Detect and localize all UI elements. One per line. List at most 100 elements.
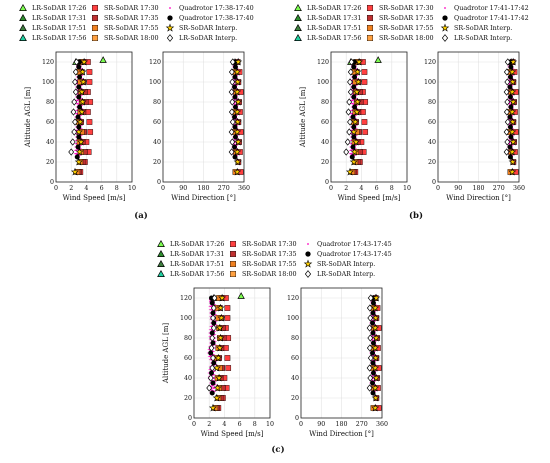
data-point xyxy=(78,97,87,106)
data-point xyxy=(209,370,214,376)
data-point xyxy=(76,124,82,130)
data-point xyxy=(71,98,78,106)
data-point xyxy=(354,77,363,86)
x-tick-label: 2 xyxy=(207,421,211,428)
legend-lr-marker xyxy=(19,13,27,21)
data-point xyxy=(225,365,232,371)
y-tick-label: 100 xyxy=(42,79,54,86)
legend-label: Quadrotor 17:41-17:42 xyxy=(454,4,529,12)
legend-label: LR-SoDAR 17:26 xyxy=(32,4,86,12)
data-point xyxy=(216,333,225,342)
y-tick-label: 0 xyxy=(188,415,192,422)
data-point xyxy=(75,147,84,156)
data-point xyxy=(212,393,221,402)
y-tick-label: 40 xyxy=(184,375,192,382)
data-point xyxy=(370,360,376,366)
y-tick-label: 80 xyxy=(291,335,299,342)
data-point xyxy=(232,64,238,70)
data-point xyxy=(208,403,218,412)
data-point xyxy=(350,144,356,150)
x-axis-label: Wind Speed [m/s] xyxy=(338,194,401,202)
data-point xyxy=(371,343,380,352)
data-point xyxy=(77,74,83,80)
data-point xyxy=(79,77,88,86)
data-point xyxy=(73,58,80,66)
wind-direction-axes: 0 90 180 270 360 0 20 40 60 80 100 120 Wind Directio… xyxy=(287,287,388,438)
y-tick-label: 120 xyxy=(149,59,161,66)
data-point xyxy=(234,97,243,106)
x-tick-label: 270 xyxy=(356,421,368,428)
data-point xyxy=(214,353,223,362)
data-point xyxy=(350,147,359,156)
legend-marker xyxy=(167,15,173,21)
legend-sr-marker xyxy=(366,34,374,42)
data-point xyxy=(75,144,81,150)
data-point xyxy=(509,137,518,146)
x-tick-label: 0 xyxy=(161,185,165,192)
x-tick-label: 0 xyxy=(192,421,196,428)
data-point xyxy=(366,324,373,332)
y-tick-label: 60 xyxy=(153,119,161,126)
data-point xyxy=(224,315,231,321)
data-point xyxy=(228,148,235,156)
data-point xyxy=(74,127,83,136)
data-point xyxy=(345,167,355,176)
legend-label: SR-SoDAR 17:35 xyxy=(379,14,434,22)
legend-marker xyxy=(441,34,449,42)
data-point xyxy=(508,117,517,126)
data-point xyxy=(355,57,364,66)
legend-label: Quadrotor 17:43-17:45 xyxy=(317,240,392,248)
data-point xyxy=(76,117,85,126)
data-point xyxy=(233,107,242,116)
data-point xyxy=(232,154,238,160)
data-point xyxy=(508,87,517,96)
data-point xyxy=(361,119,368,125)
legend-sr-marker xyxy=(229,260,237,268)
legend-label: LR-SoDAR 17:31 xyxy=(307,14,361,22)
x-axis-label: Wind Speed [m/s] xyxy=(63,194,126,202)
data-point xyxy=(214,373,224,382)
data-point xyxy=(367,294,374,302)
legend-lr-marker xyxy=(157,239,165,247)
panel-caption: (c) xyxy=(271,444,284,455)
data-point xyxy=(345,108,352,116)
data-point xyxy=(508,107,517,116)
data-point xyxy=(507,124,513,130)
y-tick-label: 100 xyxy=(317,79,329,86)
x-tick-label: 6 xyxy=(238,421,242,428)
y-tick-label: 0 xyxy=(325,179,329,186)
data-point xyxy=(352,107,361,116)
x-tick-label: 0 xyxy=(436,185,440,192)
data-point xyxy=(233,87,242,96)
data-point xyxy=(209,300,215,306)
y-tick-label: 120 xyxy=(180,295,192,302)
data-point xyxy=(76,134,82,140)
data-point xyxy=(217,313,226,322)
data-point xyxy=(210,340,216,346)
data-point xyxy=(503,88,510,96)
panel-caption: (b) xyxy=(409,210,423,221)
data-point xyxy=(508,127,517,136)
data-point xyxy=(78,67,87,76)
data-point xyxy=(229,78,236,86)
x-tick-label: 90 xyxy=(317,421,325,428)
y-tick-label: 20 xyxy=(428,159,436,166)
x-tick-label: 270 xyxy=(218,185,230,192)
legend-label: SR-SoDAR Interp. xyxy=(179,24,237,32)
data-point xyxy=(233,167,242,176)
data-point xyxy=(77,104,83,110)
data-point xyxy=(229,58,236,66)
data-point xyxy=(370,380,376,386)
y-tick-label: 60 xyxy=(428,119,436,126)
y-tick-label: 60 xyxy=(321,119,329,126)
data-point xyxy=(371,393,380,402)
legend-label: SR-SoDAR 18:00 xyxy=(242,270,297,278)
legend-label: LR-SoDAR 17:26 xyxy=(170,240,224,248)
data-point xyxy=(232,84,238,90)
data-point xyxy=(349,157,358,166)
data-point xyxy=(229,98,236,106)
data-point xyxy=(74,154,80,160)
data-point xyxy=(229,138,236,146)
data-point xyxy=(70,108,77,116)
legend-label: LR-SoDAR 17:56 xyxy=(170,270,224,278)
